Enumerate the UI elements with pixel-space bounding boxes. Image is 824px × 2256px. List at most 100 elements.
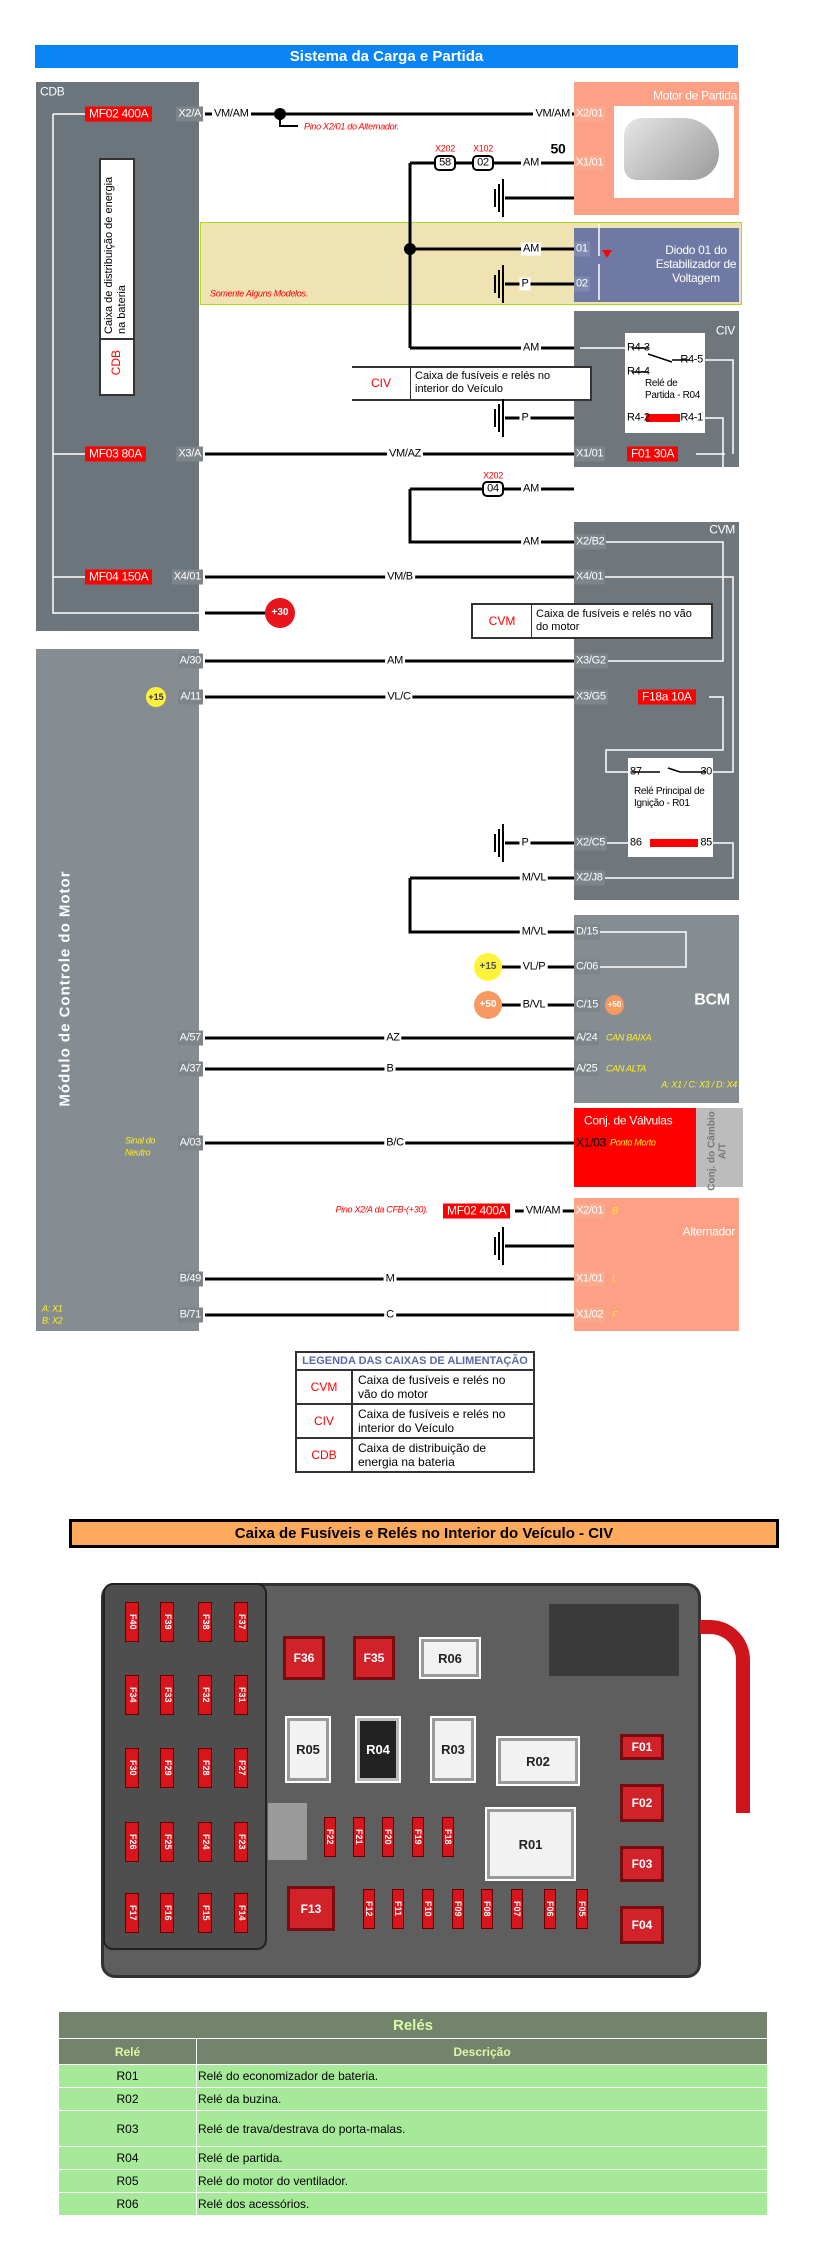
pin-cvm-x3g5: X3/G5	[574, 689, 608, 705]
relay-slot: R01	[485, 1807, 576, 1881]
fuse-slot: F24	[198, 1822, 212, 1862]
wire-label: VM/AM	[533, 107, 572, 121]
bcm-internal	[580, 931, 687, 968]
fuse-slot: F13	[287, 1886, 335, 1931]
pin-ecm-a37: A/37	[177, 1061, 203, 1077]
wire-cdb-outputs	[205, 452, 574, 615]
plus50-badge-bcm: +50	[474, 991, 502, 1019]
fuse-mf02: MF02 400A	[85, 106, 153, 122]
fuse-slot: F32	[198, 1675, 212, 1715]
note-alternator-pin: Pino X2/01 do Alternador.	[304, 121, 399, 132]
pin-cvm-x3g2: X3/G2	[574, 653, 608, 669]
relay-pin: 86	[630, 836, 642, 849]
pin-ecm-a03: A/03	[177, 1135, 203, 1151]
bcm-connector-key: A: X1 / C: X3 / D: X4	[661, 1079, 737, 1090]
relay-id: R01	[58, 2064, 197, 2088]
table-row: R06 Relé dos acessórios.	[58, 2192, 768, 2216]
fuse-slot: F38	[198, 1602, 212, 1642]
relay-table-title: Relés	[58, 2011, 768, 2039]
fuse-slot: F35	[353, 1636, 395, 1680]
relay-id: R06	[58, 2192, 197, 2216]
plus15-badge-ecm: +15	[146, 687, 166, 707]
fuse-slot: F36	[283, 1636, 325, 1680]
relay-table-header-relay: Relé	[58, 2038, 197, 2065]
pin-cvm-x2b2: X2/B2	[574, 534, 607, 550]
wiring-diagram	[52, 108, 734, 1317]
civ-callout-text: Caixa de fusíveis e relés no interior do…	[415, 370, 551, 395]
relay-description: Relé dos acessórios.	[196, 2192, 768, 2216]
ecm-connector-key: A: X1	[42, 1303, 63, 1314]
note-cfb-pin: Pino X2/A da CFB-(+30).	[335, 1204, 428, 1215]
table-row: R05 Relé do motor do ventilador.	[58, 2169, 768, 2193]
relay-slot: R02	[496, 1736, 580, 1786]
pin-alt-x101: X1/01	[574, 1271, 606, 1287]
relay-pin: 87	[630, 765, 642, 778]
wire-bus-am	[408, 161, 574, 350]
alt-terminal: B	[612, 1205, 618, 1216]
connector-04: 04	[487, 482, 499, 495]
relay-description: Relé do motor do ventilador.	[196, 2169, 768, 2193]
wire-label: B/VL	[520, 998, 548, 1012]
starter-image	[614, 106, 734, 198]
transmission-box	[696, 1108, 743, 1187]
fuse-slot: F03	[620, 1846, 664, 1882]
pin-cdb-x401: X4/01	[171, 569, 203, 585]
civ-relay-coil	[646, 414, 680, 422]
wire-label: P	[519, 411, 531, 425]
fuse-slot: F11	[392, 1889, 404, 1929]
fuse-mf04: MF04 150A	[85, 569, 153, 585]
wire-label: VM/AZ	[386, 447, 424, 461]
pin-valves-x103: X1/03	[574, 1135, 608, 1151]
wire-label: VL/P	[520, 960, 548, 974]
cvm-relay-coil	[650, 839, 698, 847]
alt-terminal: F	[612, 1309, 618, 1320]
wire-label: AZ	[384, 1031, 402, 1045]
pin-bcm-a25: A/25	[574, 1061, 600, 1077]
fuse-f01: F01 30A	[627, 446, 679, 462]
fuse-slot: F04	[620, 1906, 664, 1944]
junction-dot	[404, 243, 416, 255]
cdb-label: CDB	[40, 84, 65, 99]
pin-ecm-a11: A/11	[178, 689, 203, 705]
pin-alt-x201: X2/01	[574, 1203, 606, 1219]
relay-contacts	[632, 347, 706, 773]
fuse-slot: F20	[382, 1817, 394, 1857]
ecm-box	[36, 649, 199, 1331]
relay-description: Relé de partida.	[196, 2146, 768, 2170]
divider	[101, 338, 133, 340]
relay-pin: 30	[700, 765, 712, 778]
relay-slot: R04	[355, 1716, 401, 1783]
fuse-slot: F05	[576, 1889, 588, 1929]
pin-bcm-d15: D/15	[574, 924, 601, 940]
relay-id: R03	[58, 2110, 197, 2147]
note-some-models: Somente Alguns Modelos.	[210, 288, 308, 299]
pin-cdb-x2a: X2/A	[176, 106, 203, 122]
civ-relay-name: Relé de Partida - R04	[645, 378, 701, 401]
connector-02: 02	[477, 156, 489, 169]
pin-diode-02: 02	[574, 276, 590, 292]
wire-label: B	[384, 1062, 396, 1076]
fuse-slot: F17	[125, 1893, 139, 1933]
fuse-slot: F06	[544, 1889, 556, 1929]
pin-cvm-x2c5: X2/C5	[574, 835, 608, 851]
fusebox-connector-block	[549, 1604, 679, 1676]
wire-label: AM	[521, 341, 541, 355]
cvm-internal	[580, 541, 734, 879]
transmission-title: Conj. do Câmbio A/T	[706, 1111, 729, 1191]
wire-label: AM	[521, 535, 541, 549]
pin-alt-x102: X1/02	[574, 1307, 606, 1323]
wire-label: P	[519, 277, 531, 291]
fuse-slot: F28	[198, 1748, 212, 1788]
cdb-vertical-label: Caixa de distribuição de energia na bate…	[99, 158, 135, 396]
fuse-slot: F23	[234, 1822, 248, 1862]
wire-label: B/C	[384, 1136, 406, 1150]
civ-internal	[580, 347, 734, 490]
relay-pin: R4-3	[627, 341, 650, 354]
wire-label: C	[384, 1308, 396, 1322]
relay-id: R04	[58, 2146, 197, 2170]
pin-civ-x101: X1/01	[574, 446, 606, 462]
legend-text: Caixa de fusíveis e relés no vão do moto…	[351, 1369, 535, 1405]
legend-row: CIV Caixa de fusíveis e relés no interior…	[295, 1403, 535, 1439]
fuse-slot: F39	[160, 1602, 174, 1642]
connector-58: 58	[439, 156, 451, 169]
